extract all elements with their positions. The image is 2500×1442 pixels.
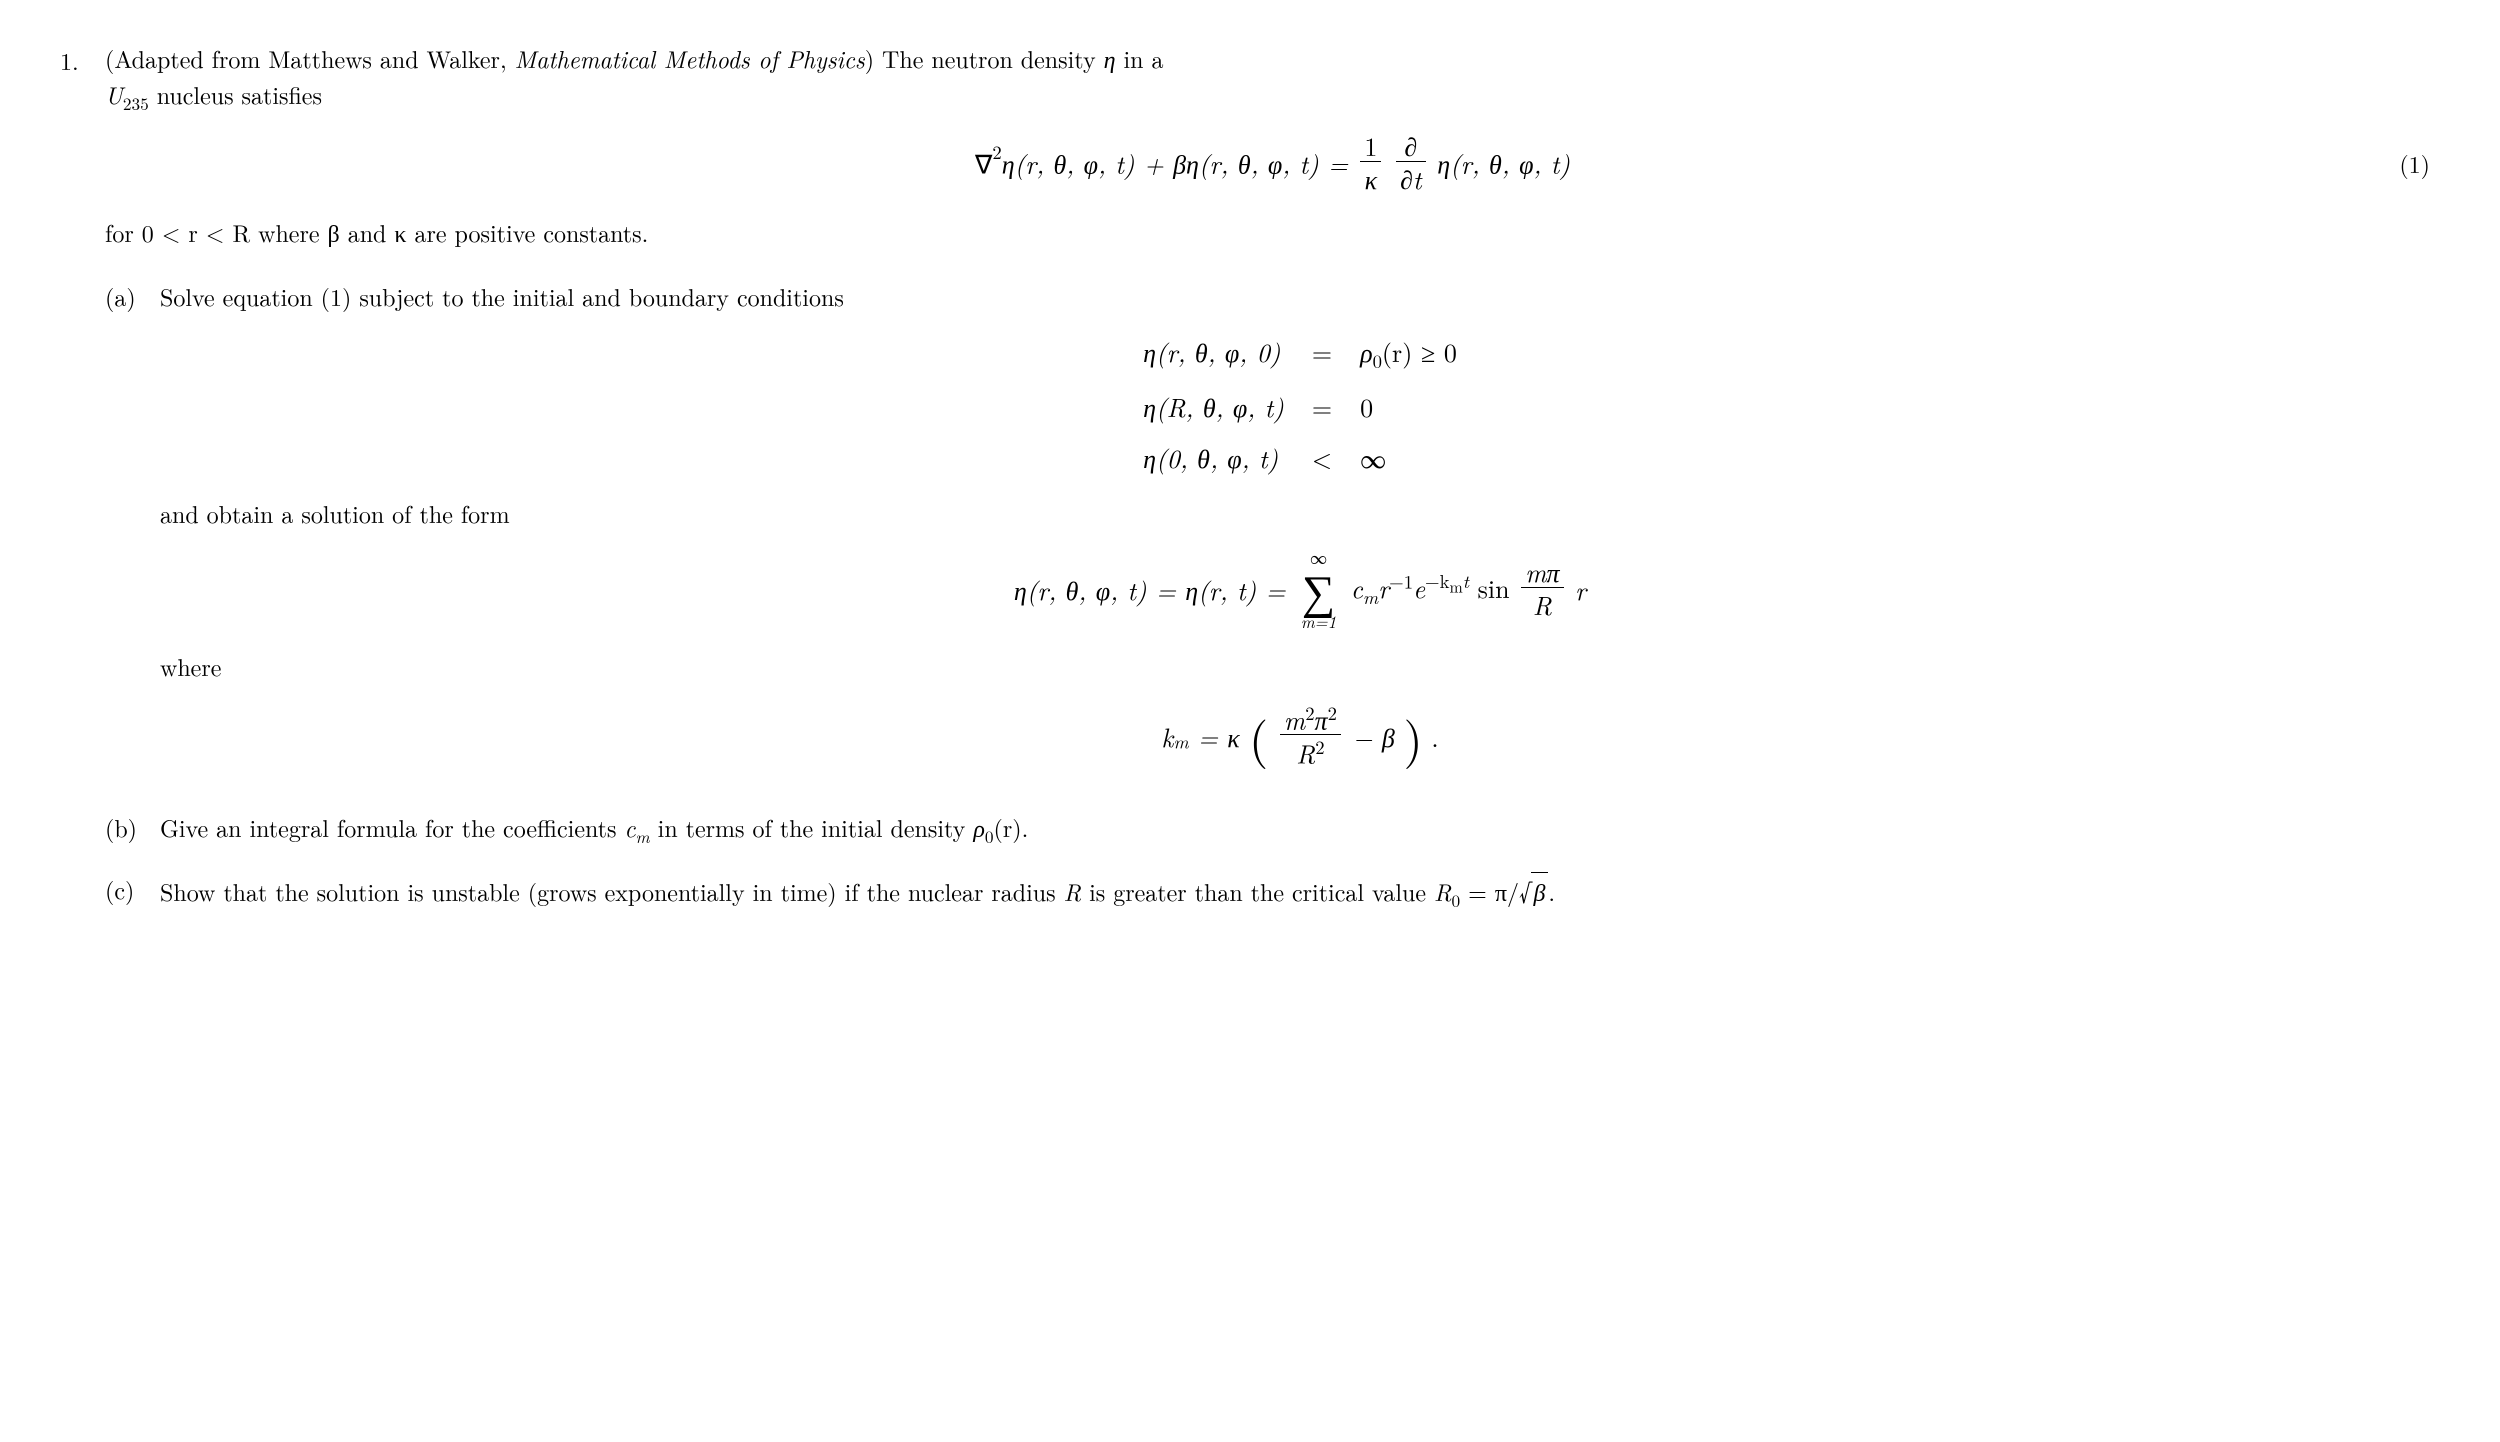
- intro-line2-tail: nucleus satisfies: [149, 77, 322, 111]
- ic-l3-rel: <: [1312, 438, 1332, 477]
- subpart-a-label: (a): [105, 278, 160, 314]
- intro-prefix: (Adapted from Matthews and Walker,: [105, 41, 515, 75]
- eq1-lhs: η(r, θ, φ, t) + βη(r, θ, φ, t) =: [1002, 144, 1358, 181]
- ic-l3-lhs: η(0, θ, φ, t): [1143, 438, 1284, 477]
- subpart-b-label: (b): [105, 809, 160, 845]
- subpart-a: (a) Solve equation (1) subject to the in…: [105, 278, 2440, 789]
- a-solution-form: η(r, θ, φ, t) = η(r, t) = ∞ ∑ m=1 cmr−1e…: [160, 549, 2440, 630]
- subpart-b-body: Give an integral formula for the coeffic…: [160, 809, 2440, 851]
- ic-l1-lhs: η(r, θ, φ, 0): [1143, 332, 1284, 375]
- equation-1: ∇2η(r, θ, φ, t) + βη(r, θ, φ, t) = 1 κ ∂…: [105, 130, 2440, 196]
- eq1-frac2: ∂ ∂t: [1396, 130, 1425, 196]
- sol-frac: mπ R: [1521, 556, 1563, 622]
- sum-symbol: ∞ ∑ m=1: [1301, 549, 1336, 630]
- a-km: km = κ ( m2π2 R2 − β ) .: [160, 702, 2440, 771]
- a-text2: and obtain a solution of the form: [160, 495, 2440, 531]
- book-title: Mathematical Methods of Physics: [515, 41, 865, 75]
- intro-paragraph: (Adapted from Matthews and Walker, Mathe…: [105, 40, 2440, 118]
- a-conditions: η(r, θ, φ, 0) = ρ0(r) ≥ 0 η(R, θ, φ, t) …: [160, 332, 2440, 477]
- subpart-b: (b) Give an integral formula for the coe…: [105, 809, 2440, 851]
- equation-1-number: (1): [2399, 145, 2430, 181]
- subpart-c: (c) Show that the solution is unstable (…: [105, 871, 2440, 915]
- para-domain: for 0 < r < R where β and κ are positive…: [105, 214, 2440, 250]
- nabla: ∇: [975, 144, 992, 181]
- a-text1: Solve equation (1) subject to the initia…: [160, 278, 2440, 314]
- ic-l1-rhs: ρ0(r) ≥ 0: [1360, 332, 1457, 375]
- sol-lhs: η(r, θ, φ, t) = η(r, t) =: [1014, 571, 1295, 608]
- problem-number: 1.: [60, 40, 105, 78]
- sol-term: cmr−1e−kmt sin: [1351, 569, 1518, 606]
- eq1-frac1: 1 κ: [1360, 130, 1381, 196]
- subpart-a-body: Solve equation (1) subject to the initia…: [160, 278, 2440, 789]
- ic-l1-rel: =: [1312, 332, 1332, 375]
- ic-l2-lhs: η(R, θ, φ, t): [1143, 387, 1284, 426]
- isotope-U: U235: [105, 77, 149, 111]
- subparts: (a) Solve equation (1) subject to the in…: [105, 278, 2440, 915]
- problem-body: (Adapted from Matthews and Walker, Mathe…: [105, 40, 2440, 934]
- sol-tail: r: [1575, 571, 1586, 608]
- intro-suffix: ) The neutron density: [865, 41, 1104, 75]
- nabla-sup: 2: [992, 139, 1001, 165]
- problem-1: 1. (Adapted from Matthews and Walker, Ma…: [60, 40, 2440, 934]
- ic-l2-rel: =: [1312, 387, 1332, 426]
- subpart-c-body: Show that the solution is unstable (grow…: [160, 871, 2440, 915]
- km-frac: m2π2 R2: [1280, 702, 1341, 771]
- eq1-rhs-tail: η(r, θ, φ, t): [1437, 144, 1570, 181]
- equation-1-row: ∇2η(r, θ, φ, t) + βη(r, θ, φ, t) = 1 κ ∂…: [105, 130, 2440, 196]
- intro-tail: in a: [1116, 41, 1164, 75]
- ic-l2-rhs: 0: [1360, 387, 1457, 426]
- subpart-c-label: (c): [105, 871, 160, 907]
- ic-l3-rhs: ∞: [1360, 438, 1457, 477]
- var-eta: η: [1104, 41, 1116, 75]
- a-text3: where: [160, 648, 2440, 684]
